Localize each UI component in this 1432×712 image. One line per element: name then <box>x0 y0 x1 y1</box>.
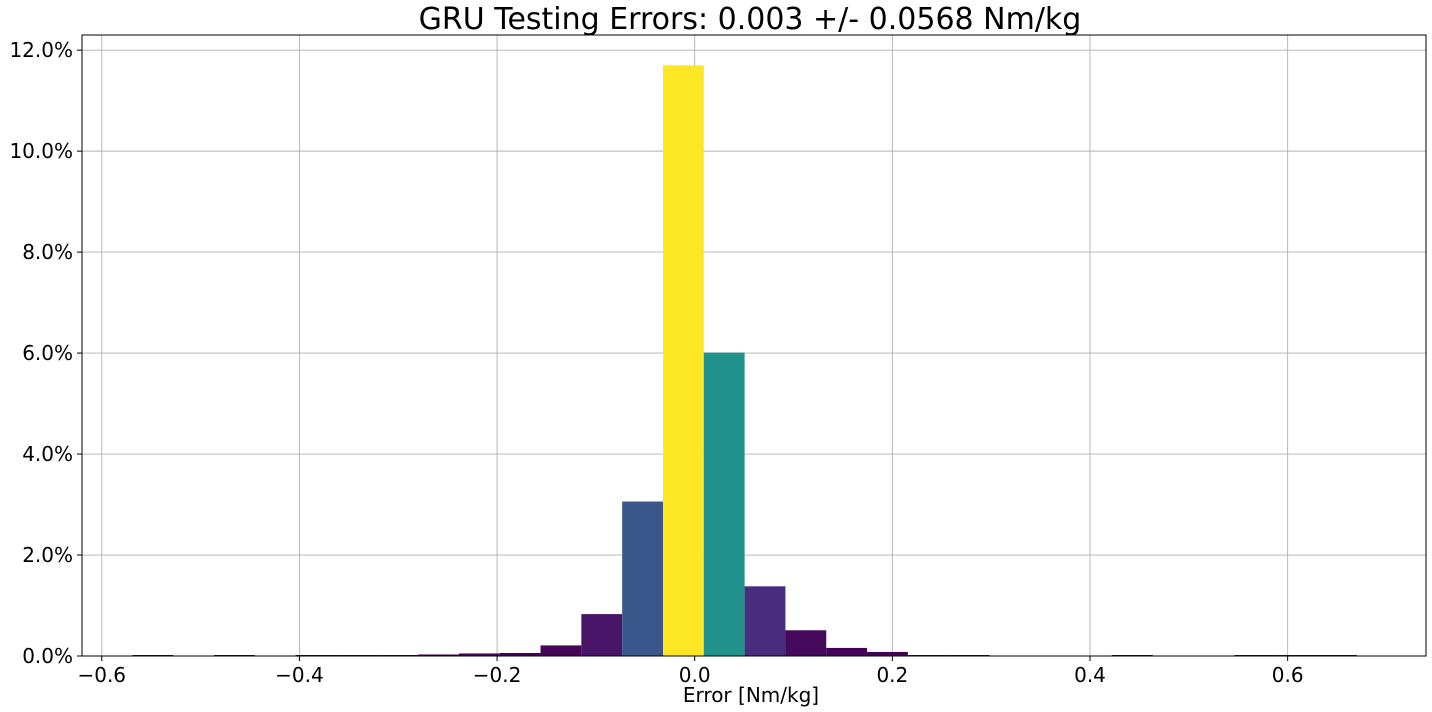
x-tick-label: 0.4 <box>1074 663 1106 687</box>
histogram-bar <box>622 501 663 656</box>
x-tick-label: 0.0 <box>679 663 711 687</box>
histogram-bar <box>1111 654 1153 656</box>
histogram-bar <box>785 630 827 656</box>
x-axis-ticks: −0.6 −0.4 −0.2 0.0 0.2 0.4 0.6 <box>77 656 1304 687</box>
y-tick-label: 10.0% <box>9 139 73 163</box>
histogram-bar <box>1275 654 1317 656</box>
histogram-bar <box>581 614 623 656</box>
histogram-bar <box>540 645 582 656</box>
x-tick-label: −0.2 <box>473 663 522 687</box>
plot-frame <box>81 34 1427 657</box>
y-tick-label: 0.0% <box>22 644 73 668</box>
y-tick-label: 6.0% <box>22 341 73 365</box>
x-tick-label: 0.2 <box>876 663 908 687</box>
histogram-bar <box>418 654 459 656</box>
histogram-bar <box>907 654 949 656</box>
histogram-bar <box>295 654 337 656</box>
y-tick-label: 2.0% <box>22 543 73 567</box>
histogram-bar <box>377 654 419 656</box>
grid <box>82 35 1426 657</box>
histogram-bar <box>744 586 786 656</box>
histogram-bar <box>867 651 908 656</box>
chart-title: GRU Testing Errors: 0.003 +/- 0.0568 Nm/… <box>419 2 1082 37</box>
histogram-bar <box>499 652 541 656</box>
histogram-bar <box>1316 654 1357 656</box>
histogram-bar <box>1234 654 1276 656</box>
histogram-bar <box>214 654 255 656</box>
x-tick-label: −0.6 <box>77 663 126 687</box>
histogram-bar <box>948 654 990 656</box>
x-tick-label: −0.4 <box>275 663 324 687</box>
histogram-bar <box>132 654 174 656</box>
x-tick-label: 0.6 <box>1272 663 1304 687</box>
histogram-bar <box>336 654 378 656</box>
y-tick-label: 4.0% <box>22 442 73 466</box>
histogram-bar <box>458 653 500 656</box>
y-axis-ticks: 0.0% 2.0% 4.0% 6.0% 8.0% 10.0% 12.0% <box>9 38 82 668</box>
x-axis-title: Error [Nm/kg] <box>683 683 819 707</box>
histogram-bar <box>826 647 868 656</box>
y-tick-label: 8.0% <box>22 240 73 264</box>
bars <box>132 65 1357 657</box>
y-tick-label: 12.0% <box>9 38 73 62</box>
histogram-bar <box>703 352 745 656</box>
histogram-bar <box>662 65 704 657</box>
